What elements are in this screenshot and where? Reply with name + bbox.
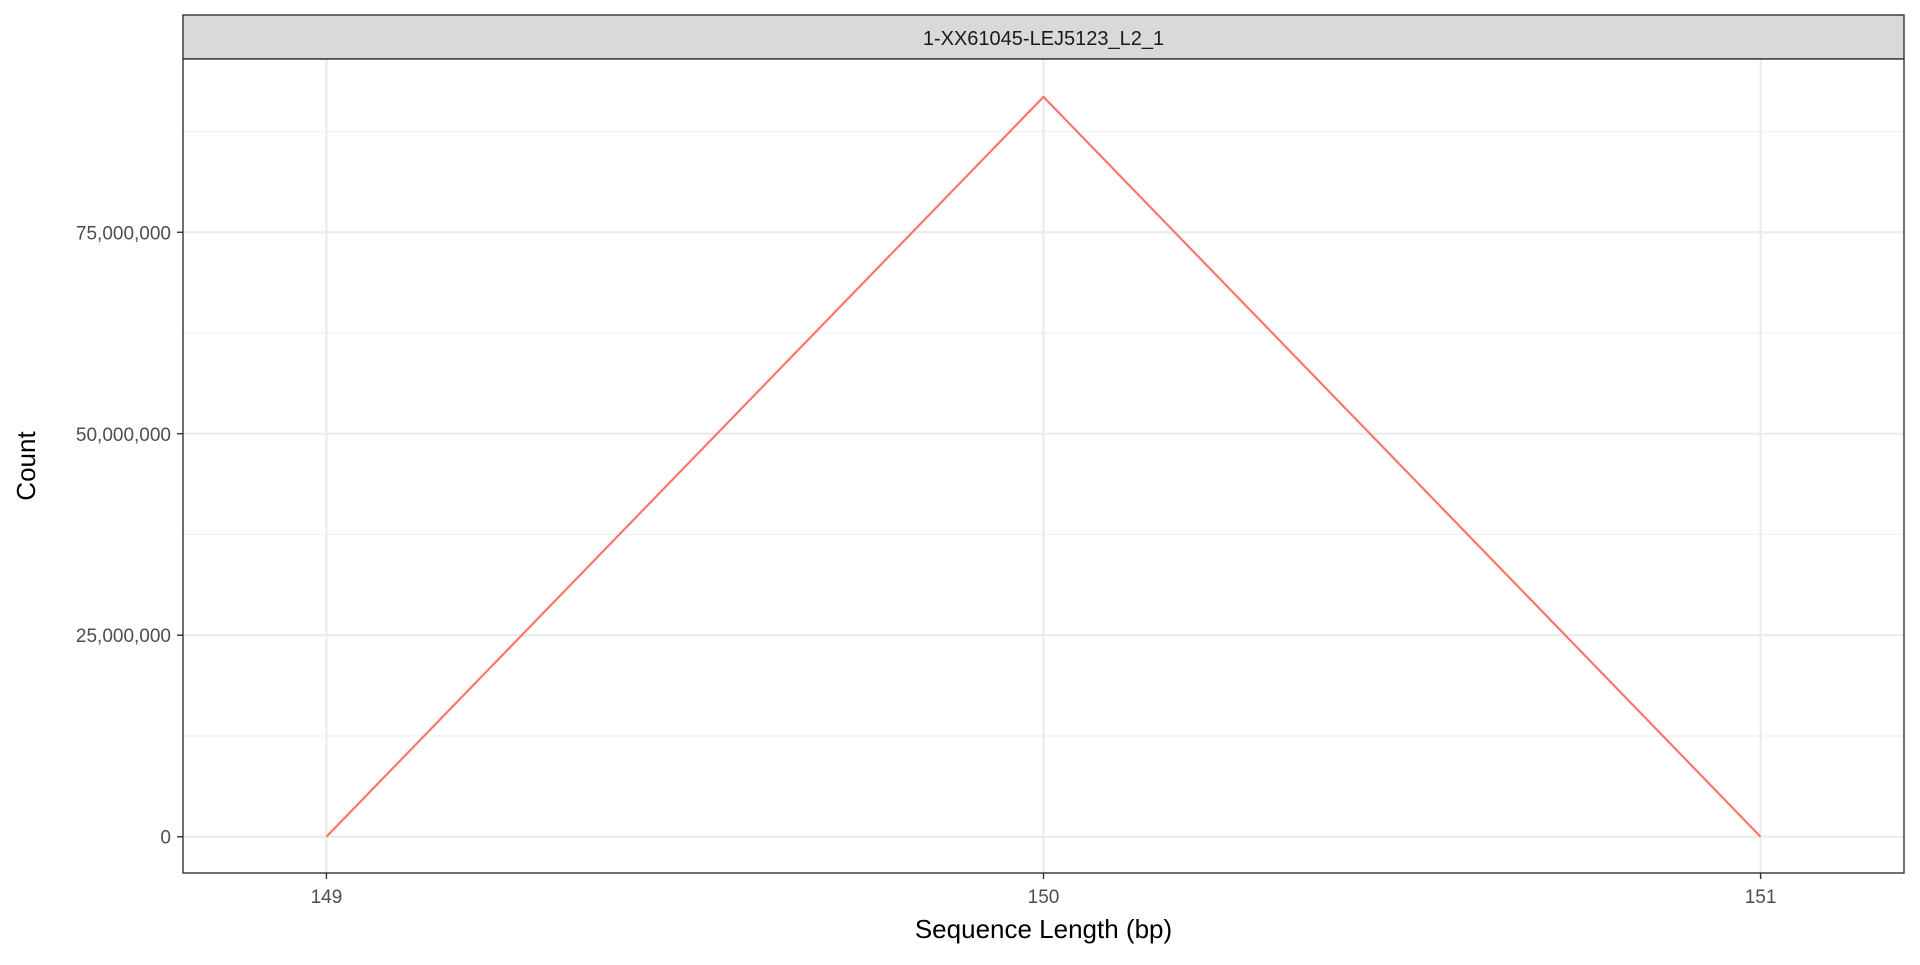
facet-label: 1-XX61045-LEJ5123_L2_1 [923, 28, 1164, 50]
x-tick-label: 151 [1745, 887, 1777, 908]
facet-strip: 1-XX61045-LEJ5123_L2_1 [182, 14, 1905, 60]
y-tick-label: 75,000,000 [76, 223, 171, 244]
y-axis-title: Count [11, 431, 41, 501]
y-tick-label: 0 [160, 828, 171, 849]
x-axis-title: Sequence Length (bp) [915, 914, 1172, 944]
y-tick-label: 25,000,000 [76, 626, 171, 647]
y-axis: 0 25,000,000 50,000,000 75,000,000 [76, 223, 183, 849]
y-tick-label: 50,000,000 [76, 425, 171, 446]
x-tick-label: 149 [311, 887, 343, 908]
x-axis: 149 150 151 [311, 873, 1777, 908]
major-gridlines [183, 59, 1904, 873]
facet-strip-background [182, 14, 1905, 60]
series-layer [325, 95, 1762, 838]
x-tick-label: 150 [1028, 887, 1060, 908]
series-line [325, 95, 1762, 838]
